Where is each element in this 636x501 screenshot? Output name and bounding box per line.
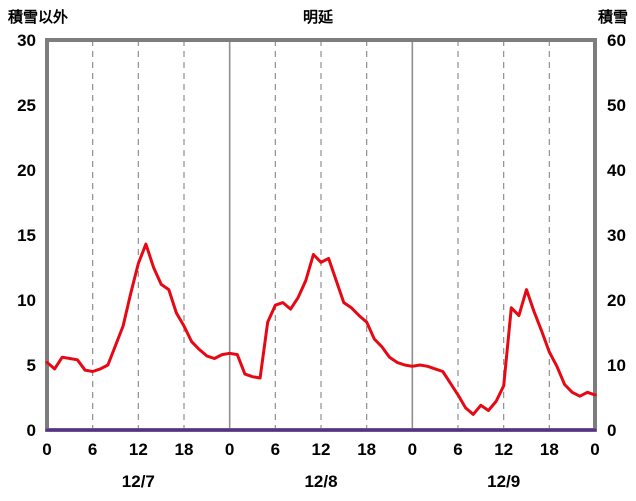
left-axis-tick-label: 0 xyxy=(27,421,36,440)
chart-title: 明延 xyxy=(302,9,334,26)
x-axis-date-label: 12/8 xyxy=(304,472,337,491)
left-axis-title: 積雪以外 xyxy=(8,9,69,26)
x-axis-hour-label: 12 xyxy=(494,440,513,459)
left-axis-tick-label: 10 xyxy=(17,291,36,310)
x-axis-hour-label: 0 xyxy=(408,440,417,459)
series-other-than-snow xyxy=(45,242,597,416)
left-axis-tick-label: 15 xyxy=(17,226,36,245)
x-axis-hour-label: 0 xyxy=(225,440,234,459)
right-axis-tick-label: 20 xyxy=(607,291,626,310)
right-axis-tick-label: 10 xyxy=(607,356,626,375)
right-axis-tick-label: 60 xyxy=(607,31,626,50)
x-axis-hour-label: 6 xyxy=(453,440,462,459)
x-axis-hour-label: 18 xyxy=(175,440,194,459)
x-axis-hour-label: 6 xyxy=(88,440,97,459)
left-axis-tick-label: 5 xyxy=(27,356,36,375)
right-axis-tick-label: 50 xyxy=(607,96,626,115)
left-axis-tick-label: 30 xyxy=(17,31,36,50)
x-axis-hour-label: 6 xyxy=(271,440,280,459)
x-axis-hour-label: 12 xyxy=(129,440,148,459)
right-axis-title: 積雪 xyxy=(597,9,628,26)
right-axis-tick-label: 40 xyxy=(607,161,626,180)
right-axis-tick-label: 30 xyxy=(607,226,626,245)
x-axis-hour-label: 12 xyxy=(312,440,331,459)
x-axis-hour-label: 0 xyxy=(590,440,599,459)
left-axis-tick-label: 20 xyxy=(17,161,36,180)
x-axis-date-label: 12/9 xyxy=(487,472,520,491)
x-axis-date-label: 12/7 xyxy=(122,472,155,491)
x-axis-hour-label: 0 xyxy=(42,440,51,459)
x-axis-hour-label: 18 xyxy=(540,440,559,459)
x-axis-hour-label: 18 xyxy=(357,440,376,459)
left-axis-tick-label: 25 xyxy=(17,96,36,115)
right-axis-tick-label: 0 xyxy=(607,421,616,440)
